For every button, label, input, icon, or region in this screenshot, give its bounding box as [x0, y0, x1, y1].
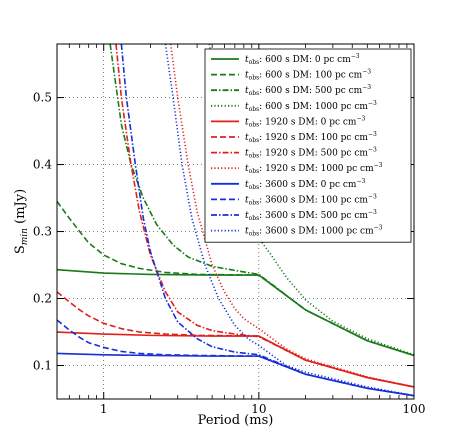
y-tick-label: 0.1	[33, 359, 52, 373]
y-tick-label: 0.4	[33, 158, 52, 172]
y-axis-title-sub: min	[20, 228, 30, 245]
legend-label: tobs: 600 s DM: 100 pc cm−3	[245, 69, 371, 82]
x-tick-label: 1	[100, 402, 108, 416]
legend-label: tobs: 600 s DM: 500 pc cm−3	[245, 84, 371, 97]
legend-label: tobs: 3600 s DM: 0 pc cm−3	[245, 178, 365, 191]
legend-box	[204, 48, 412, 243]
series-line	[115, 44, 414, 388]
legend-label: tobs: 1920 s DM: 1000 pc cm−3	[245, 162, 383, 175]
series-line	[57, 200, 414, 357]
series-line	[57, 319, 414, 397]
legend-label: tobs: 600 s DM: 1000 pc cm−3	[245, 100, 377, 113]
legend-label: tobs: 1920 s DM: 0 pc cm−3	[245, 115, 365, 128]
legend-label: tobs: 3600 s DM: 500 pc cm−3	[245, 209, 377, 222]
x-axis-title: Period (ms)	[198, 413, 274, 428]
y-axis-title: Smin (mJy)	[13, 189, 30, 254]
series-line	[109, 44, 414, 357]
legend-label: tobs: 1920 s DM: 500 pc cm−3	[245, 147, 377, 160]
x-tick-label: 10	[251, 402, 266, 416]
series-line	[120, 44, 414, 397]
y-axis-title-unit: (mJy)	[13, 189, 28, 228]
legend-label: tobs: 1920 s DM: 100 pc cm−3	[245, 131, 377, 144]
plot-frame	[56, 43, 415, 400]
series-line	[57, 352, 414, 397]
y-axis-title-main: S	[13, 245, 28, 254]
y-tick-label: 0.3	[33, 225, 52, 239]
legend-label: tobs: 3600 s DM: 100 pc cm−3	[245, 193, 377, 206]
series-group	[57, 44, 414, 397]
legend: tobs: 600 s DM: 0 pc cm−3 tobs: 600 s DM:…	[204, 48, 412, 243]
x-tick-label: 100	[403, 402, 426, 416]
y-tick-label: 0.2	[33, 292, 52, 306]
y-tick-label: 0.5	[33, 91, 52, 105]
legend-label: tobs: 600 s DM: 0 pc cm−3	[245, 53, 360, 66]
legend-label: tobs: 3600 s DM: 1000 pc cm−3	[245, 225, 383, 238]
series-line	[164, 44, 414, 397]
